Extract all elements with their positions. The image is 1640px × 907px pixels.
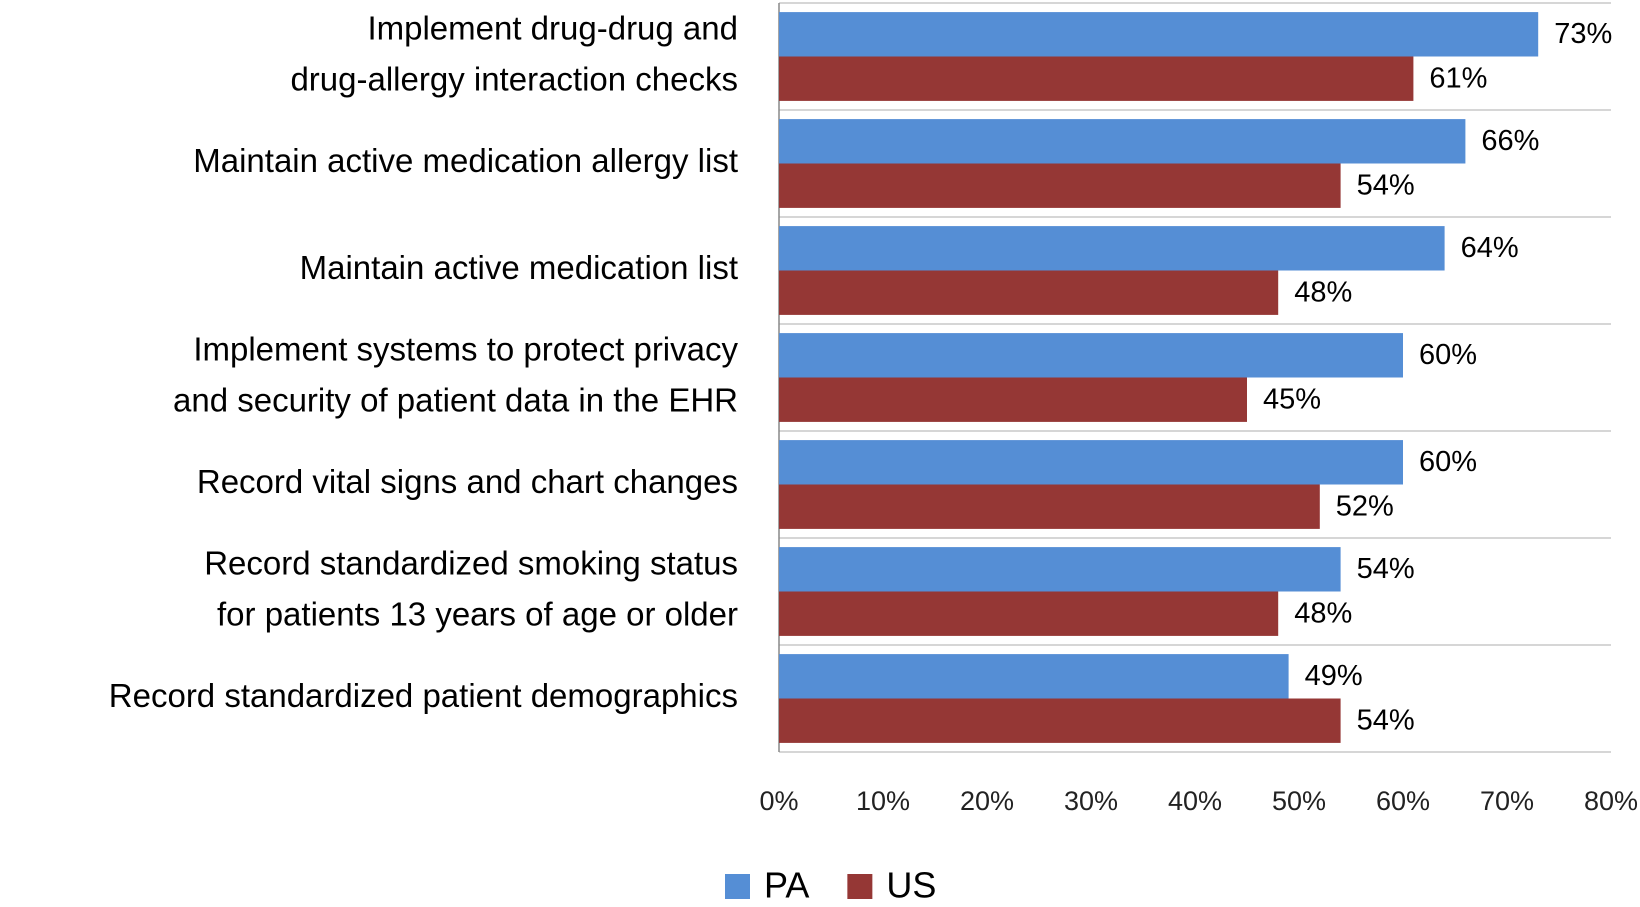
bar (779, 333, 1403, 378)
value-label: 64% (1461, 232, 1519, 264)
x-tick-label: 20% (960, 786, 1014, 816)
value-label: 60% (1419, 339, 1477, 371)
legend-swatch (725, 874, 750, 899)
value-label: 48% (1294, 276, 1352, 308)
value-label: 54% (1357, 169, 1415, 201)
value-label: 61% (1429, 62, 1487, 94)
bar (779, 56, 1414, 101)
category-label: Record standardized patient demographics (109, 677, 738, 714)
bar (779, 119, 1466, 164)
bar (779, 270, 1279, 315)
value-label: 66% (1481, 125, 1539, 157)
x-tick-label: 0% (759, 786, 798, 816)
legend-label: US (886, 865, 936, 906)
bar (779, 12, 1539, 57)
value-label: 60% (1419, 446, 1477, 478)
x-tick-label: 50% (1272, 786, 1326, 816)
category-label: Record standardized smoking status (204, 545, 738, 582)
bar (779, 226, 1445, 271)
x-tick-label: 70% (1480, 786, 1534, 816)
value-label: 52% (1336, 490, 1394, 522)
category-label: Record vital signs and chart changes (197, 463, 738, 500)
value-label: 54% (1357, 704, 1415, 736)
value-label: 73% (1554, 18, 1612, 50)
x-tick-label: 30% (1064, 786, 1118, 816)
category-label: drug-allergy interaction checks (290, 61, 738, 98)
x-tick-label: 60% (1376, 786, 1430, 816)
value-label: 49% (1305, 660, 1363, 692)
bar (779, 440, 1403, 485)
legend-label: PA (764, 865, 809, 906)
bar (779, 484, 1320, 529)
category-label: Maintain active medication list (300, 249, 738, 286)
category-label: Implement systems to protect privacy (193, 331, 738, 368)
value-label: 54% (1357, 553, 1415, 585)
x-tick-label: 10% (856, 786, 910, 816)
x-tick-label: 40% (1168, 786, 1222, 816)
value-label: 45% (1263, 383, 1321, 415)
x-tick-label: 80% (1584, 786, 1638, 816)
category-label: Maintain active medication allergy list (193, 142, 738, 179)
bar (779, 654, 1289, 699)
bar (779, 591, 1279, 636)
category-label: for patients 13 years of age or older (217, 596, 738, 633)
bar (779, 377, 1247, 422)
category-label: Implement drug-drug and (367, 10, 738, 47)
bar (779, 698, 1341, 743)
bar (779, 163, 1341, 208)
value-label: 48% (1294, 597, 1352, 629)
category-label: and security of patient data in the EHR (173, 382, 738, 419)
legend-swatch (847, 874, 873, 899)
bar (779, 547, 1341, 592)
